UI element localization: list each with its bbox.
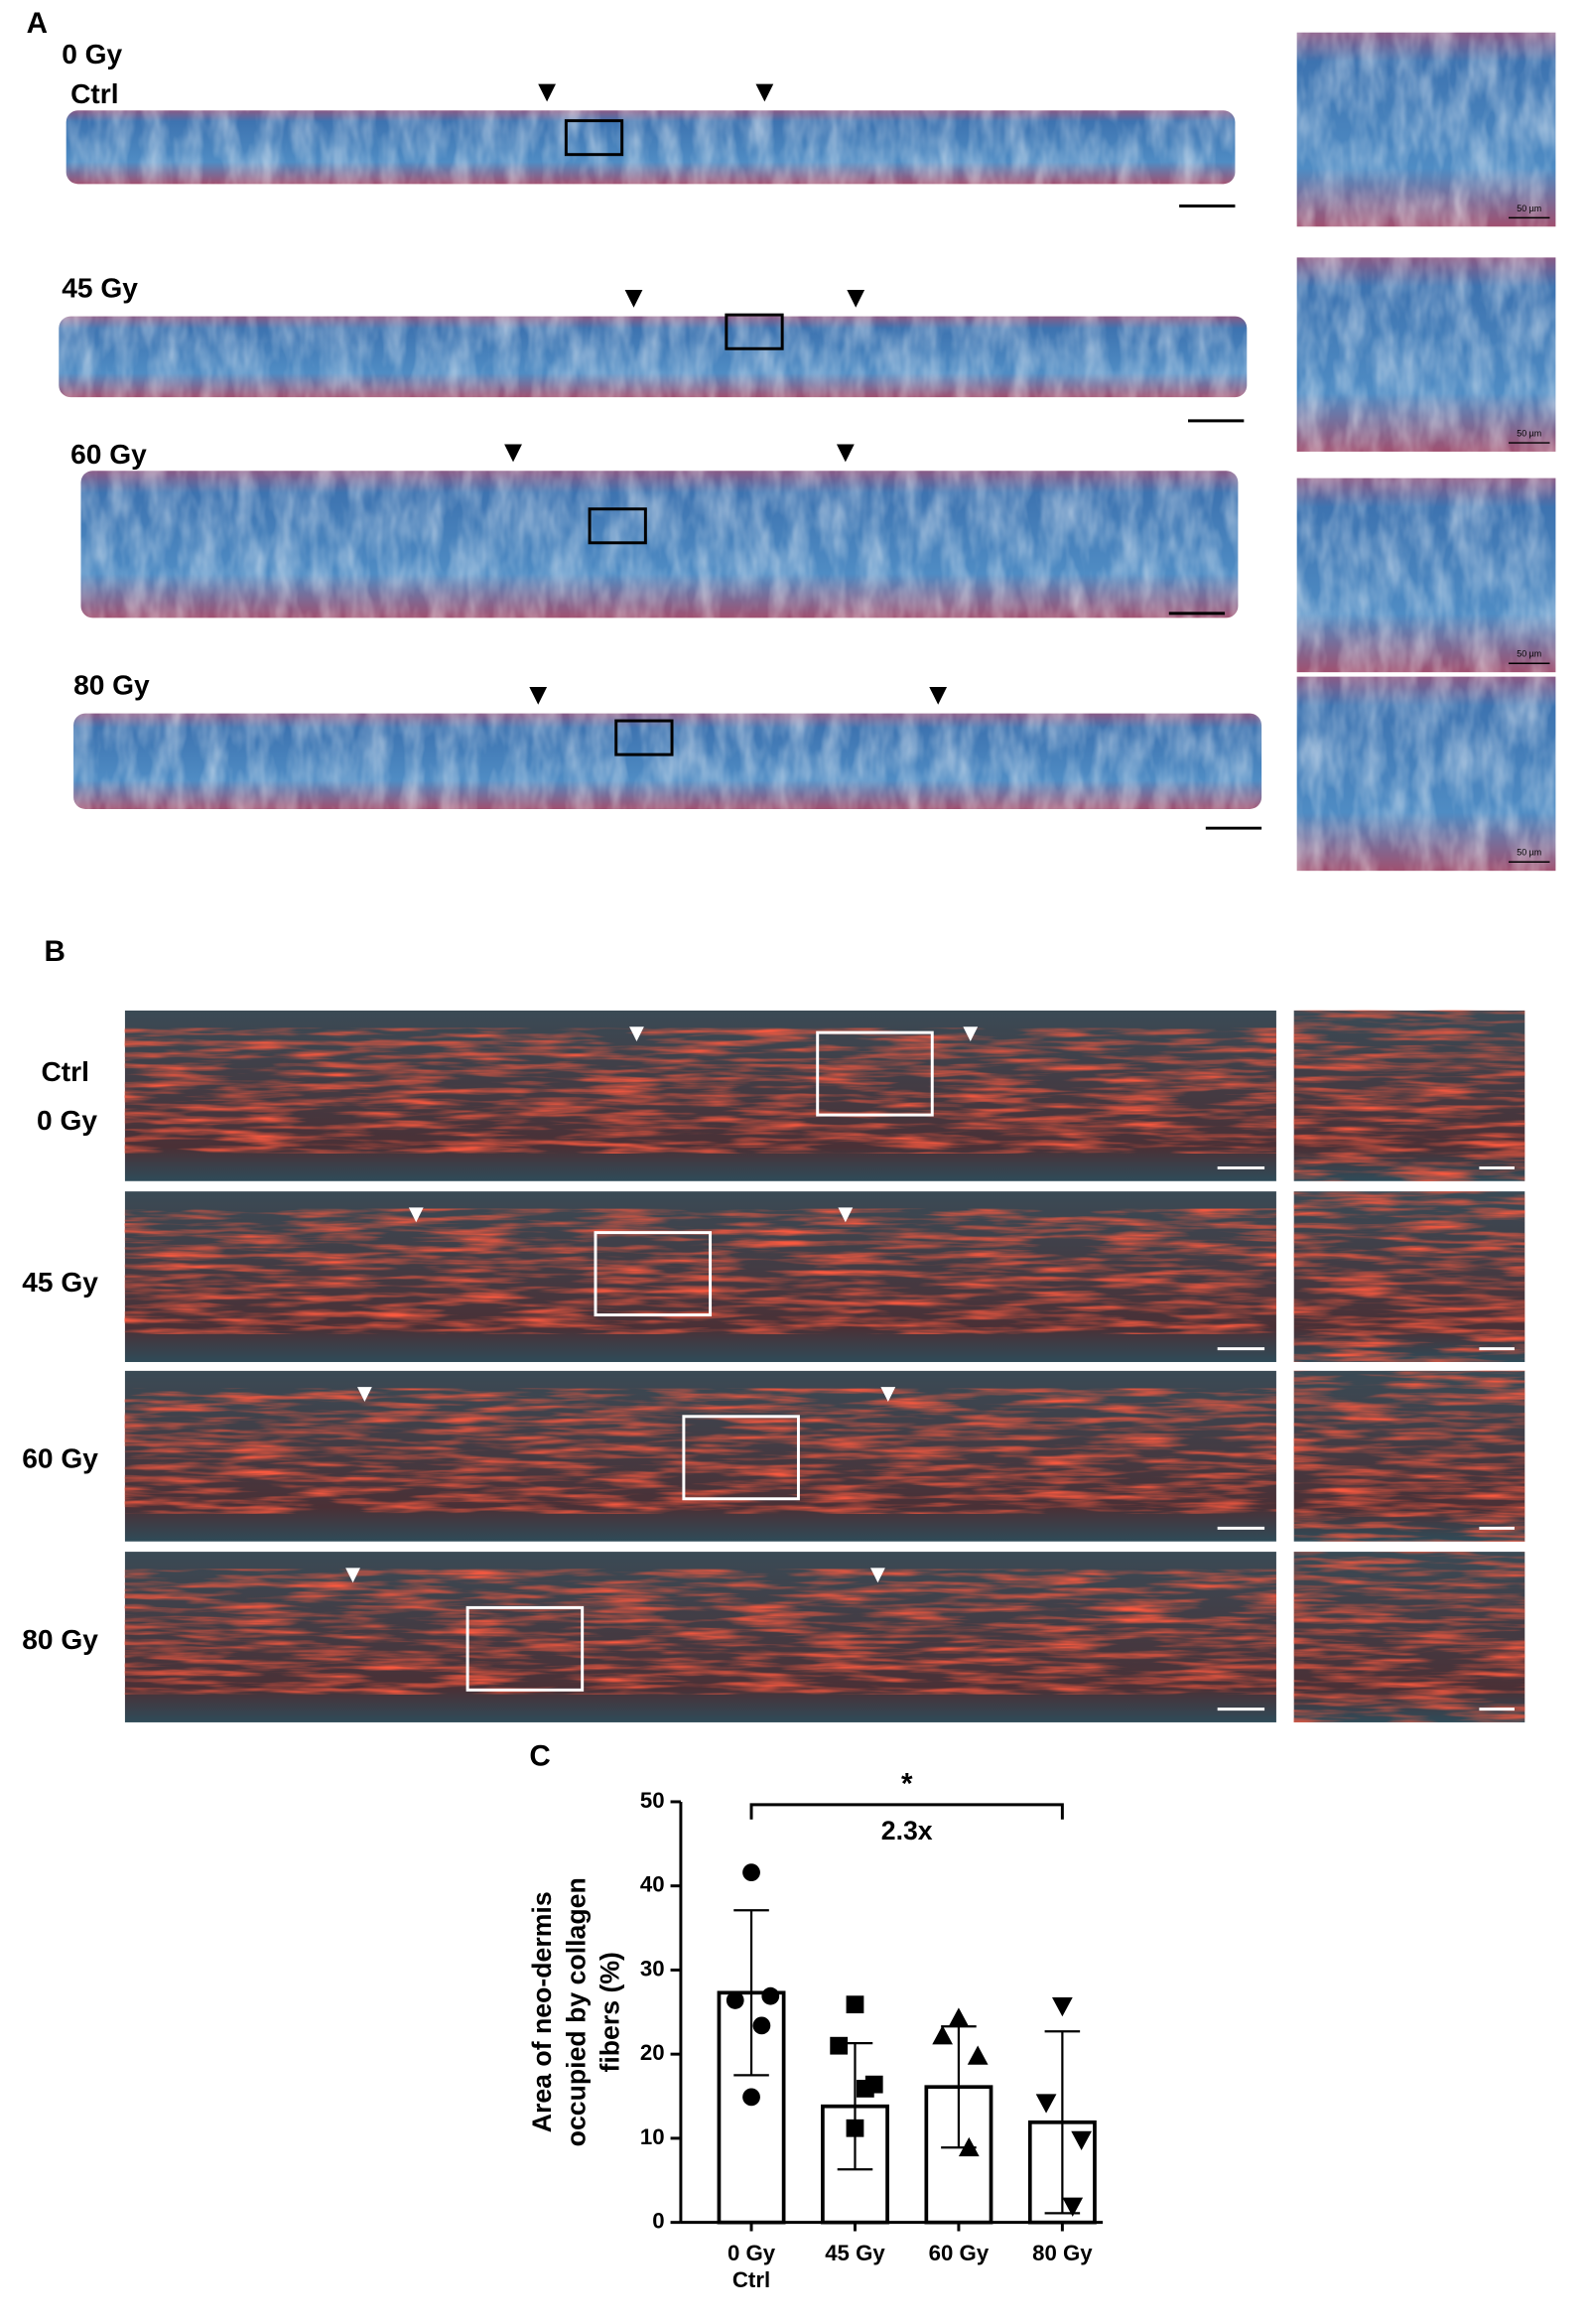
arrowhead [870, 1568, 885, 1583]
y-axis-label: fibers (%) [595, 1952, 624, 2072]
data-point [752, 2016, 771, 2035]
arrowhead [357, 1387, 372, 1402]
scale-label: 50 µm [1517, 204, 1541, 213]
data-point [948, 2007, 970, 2027]
arrowhead [836, 444, 855, 463]
arrowhead [345, 1568, 360, 1583]
tissue-texture [73, 713, 1262, 809]
zoom-box [682, 1415, 800, 1501]
inset-fibers [1293, 1010, 1525, 1181]
tissue-texture [80, 471, 1239, 618]
arrowhead [838, 1207, 854, 1223]
tissue-texture [59, 316, 1248, 398]
zoom-box [614, 719, 674, 756]
scale-label: 50 µm [1517, 848, 1541, 858]
row-label: 45 Gy [22, 1267, 98, 1298]
row-label: 80 Gy [73, 669, 150, 700]
data-point [830, 2036, 849, 2055]
scale-label: 50 µm [1517, 429, 1541, 439]
data-point [742, 1863, 760, 1882]
collagen-fibers [124, 1208, 1276, 1334]
row-label: Ctrl [70, 78, 118, 109]
arrowhead [538, 83, 556, 102]
data-point [1071, 2130, 1092, 2150]
row-label: 45 Gy [62, 272, 138, 303]
arrowhead [847, 289, 865, 308]
inset-texture [1296, 257, 1556, 452]
arrowhead [629, 1026, 644, 1042]
zoom-box [594, 1231, 713, 1317]
collagen-fibers [124, 1569, 1276, 1695]
data-point [856, 2080, 874, 2098]
arrowhead [529, 686, 548, 705]
x-tick-label: 0 Gy [728, 2241, 776, 2265]
arrowhead [408, 1207, 424, 1223]
row-label: Ctrl [41, 1056, 88, 1087]
data-point [742, 2088, 760, 2107]
data-point [846, 2119, 864, 2137]
inset-fibers [1293, 1191, 1525, 1362]
data-point [967, 2045, 989, 2065]
significance-star: * [901, 1767, 913, 1800]
zoom-box [564, 119, 624, 157]
y-tick-label: 0 [652, 2209, 664, 2234]
data-point [846, 1995, 864, 2014]
x-tick-label: Ctrl [732, 2267, 770, 2292]
arrowhead [880, 1387, 896, 1402]
y-tick-label: 50 [640, 1788, 665, 1813]
panel-label: A [27, 7, 48, 40]
inset-fibers [1293, 1552, 1525, 1722]
y-axis-label: Area of neo-dermis [527, 1891, 557, 2132]
x-tick-label: 45 Gy [825, 2241, 885, 2265]
row-label: 80 Gy [22, 1624, 98, 1655]
panel-label: C [529, 1739, 550, 1772]
collagen-fibers [124, 1027, 1276, 1154]
zoom-box [725, 313, 784, 350]
arrowhead [624, 289, 643, 308]
inset-fibers [1293, 1370, 1525, 1542]
row-label: 60 Gy [70, 439, 147, 470]
panel-label: B [44, 935, 65, 968]
row-label: 60 Gy [22, 1443, 98, 1474]
zoom-box [465, 1605, 585, 1692]
inset-texture [1296, 478, 1556, 673]
error-bar [733, 1909, 769, 2077]
x-tick-label: 80 Gy [1032, 2241, 1093, 2265]
zoom-box [816, 1030, 934, 1117]
row-label: 0 Gy [37, 1105, 97, 1136]
data-point [1052, 1996, 1073, 2017]
data-point [1035, 2094, 1057, 2114]
data-point [726, 1991, 744, 2009]
zoom-box [588, 507, 647, 545]
x-tick-label: 60 Gy [929, 2241, 990, 2265]
row-label: 0 Gy [62, 39, 122, 69]
y-tick-label: 30 [640, 1956, 665, 1981]
data-point [761, 1986, 780, 2005]
inset-texture [1296, 676, 1556, 872]
collagen-fibers [124, 1388, 1276, 1514]
arrowhead [755, 83, 774, 102]
data-point [958, 2136, 980, 2157]
arrowhead [963, 1026, 979, 1042]
arrowhead [504, 444, 522, 463]
y-tick-label: 10 [640, 2124, 665, 2149]
fold-change: 2.3x [881, 1816, 933, 1846]
scale-label: 50 µm [1517, 649, 1541, 659]
y-tick-label: 40 [640, 1872, 665, 1897]
inset-texture [1296, 32, 1556, 227]
data-point [932, 2025, 953, 2045]
significance-bracket [749, 1803, 1064, 1820]
tissue-texture [66, 110, 1236, 185]
data-point [1062, 2197, 1084, 2217]
y-tick-label: 20 [640, 2040, 665, 2065]
y-axis-label: occupied by collagen [561, 1877, 591, 2146]
arrowhead [929, 686, 948, 705]
